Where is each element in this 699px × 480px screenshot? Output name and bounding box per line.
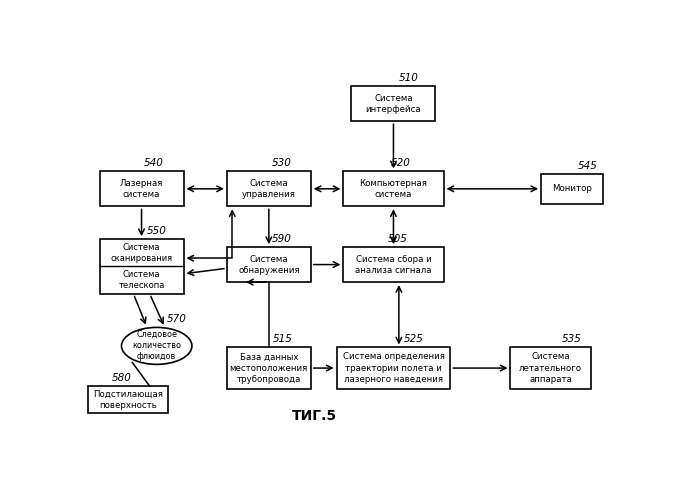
Text: Подстилающая
поверхность: Подстилающая поверхность (93, 389, 163, 409)
Bar (99, 171, 184, 206)
Text: Система
летательного
аппарата: Система летательного аппарата (519, 352, 582, 384)
Text: Система определения
траектории полета и
лазерного наведения: Система определения траектории полета и … (343, 352, 445, 384)
Text: 545: 545 (577, 161, 598, 171)
Bar (352, 86, 435, 121)
Bar (99, 239, 184, 294)
Text: 520: 520 (391, 158, 410, 168)
Text: 505: 505 (388, 234, 408, 244)
Text: 590: 590 (271, 234, 291, 244)
Text: Система
управления: Система управления (242, 179, 296, 199)
Text: Система
телескопа: Система телескопа (118, 270, 165, 290)
Text: 510: 510 (399, 73, 419, 84)
Text: Компьютерная
система: Компьютерная система (359, 179, 427, 199)
Text: Система
интерфейса: Система интерфейса (366, 94, 421, 114)
Text: 535: 535 (561, 335, 582, 345)
Text: 515: 515 (273, 335, 293, 345)
Bar (343, 171, 444, 206)
Text: Следовое
количество
флюидов: Следовое количество флюидов (132, 330, 181, 361)
Bar (541, 174, 603, 204)
Text: Монитор: Монитор (552, 184, 592, 193)
Text: 525: 525 (404, 335, 424, 345)
Text: Система сбора и
анализа сигнала: Система сбора и анализа сигнала (355, 254, 432, 275)
Bar (343, 247, 444, 282)
Bar (510, 348, 591, 389)
Text: 540: 540 (144, 158, 164, 168)
Text: Система
сканирования: Система сканирования (110, 243, 173, 263)
Text: 570: 570 (166, 314, 187, 324)
Text: Лазерная
система: Лазерная система (120, 179, 164, 199)
Text: ΤИГ.5: ΤИГ.5 (292, 409, 338, 423)
Text: 580: 580 (112, 373, 131, 383)
Bar (337, 348, 450, 389)
Ellipse shape (122, 327, 192, 364)
Bar (227, 348, 311, 389)
Text: 550: 550 (147, 226, 167, 236)
Bar (227, 171, 311, 206)
Text: 530: 530 (271, 158, 291, 168)
Bar (227, 247, 311, 282)
Bar (88, 386, 168, 413)
Text: Система
обнаружения: Система обнаружения (238, 254, 300, 275)
Text: База данных
местоположения
трубопровода: База данных местоположения трубопровода (230, 352, 308, 384)
